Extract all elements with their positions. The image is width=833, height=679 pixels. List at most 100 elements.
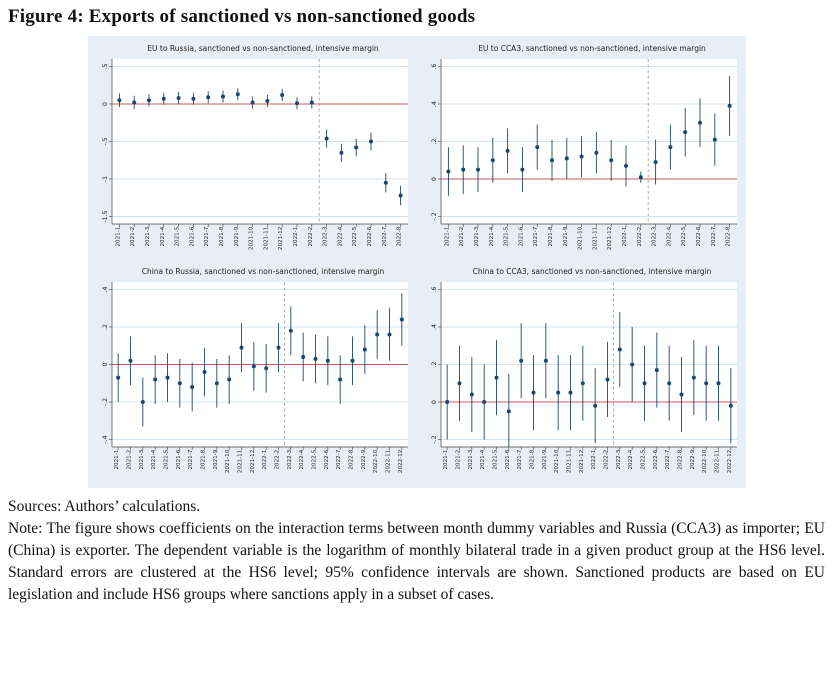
svg-text:2021-10: 2021-10 <box>577 226 583 250</box>
svg-text:2022-6: 2022-6 <box>323 449 329 469</box>
svg-text:2021-5: 2021-5 <box>174 226 180 246</box>
svg-text:2022-3: 2022-3 <box>286 449 292 469</box>
svg-text:2021-9: 2021-9 <box>212 449 218 469</box>
note-paragraph: Note: The figure shows coefficients on t… <box>8 520 825 603</box>
svg-text:2022-4: 2022-4 <box>628 449 634 469</box>
svg-text:.2: .2 <box>431 138 438 144</box>
svg-text:2021-5: 2021-5 <box>163 449 169 469</box>
svg-text:2022-1: 2022-1 <box>293 226 299 246</box>
svg-text:2021-8: 2021-8 <box>200 449 206 469</box>
svg-text:0: 0 <box>431 177 438 181</box>
figure-title: Figure 4: Exports of sanctioned vs non-s… <box>8 6 476 27</box>
svg-text:2022-8: 2022-8 <box>396 226 402 246</box>
panel-china-russia: China to Russia, sanctioned vs non-sanct… <box>88 262 417 485</box>
svg-text:2022-2: 2022-2 <box>636 227 642 247</box>
svg-text:2021-7: 2021-7 <box>533 226 539 246</box>
svg-text:0: 0 <box>431 400 438 404</box>
svg-text:2021-8: 2021-8 <box>219 226 225 246</box>
svg-text:2021-9: 2021-9 <box>541 449 547 469</box>
svg-text:2021-2: 2021-2 <box>126 450 132 470</box>
svg-text:-1.5: -1.5 <box>102 210 109 222</box>
svg-text:.5: .5 <box>102 63 109 69</box>
svg-text:.2: .2 <box>431 361 438 367</box>
svg-text:2021-1: 2021-1 <box>444 226 450 246</box>
svg-text:2022-6: 2022-6 <box>696 226 702 246</box>
svg-text:2021-10: 2021-10 <box>554 449 560 473</box>
svg-text:2022-9: 2022-9 <box>689 449 695 469</box>
svg-text:2021-2: 2021-2 <box>455 450 461 470</box>
svg-text:2021-3: 2021-3 <box>467 449 473 469</box>
svg-text:2021-4: 2021-4 <box>480 449 486 469</box>
svg-text:2022-5: 2022-5 <box>640 449 646 469</box>
svg-text:.6: .6 <box>431 286 438 292</box>
panel-china-cca3: China to CCA3, sanctioned vs non-sanctio… <box>417 262 746 485</box>
svg-text:-1: -1 <box>102 176 109 182</box>
svg-text:2021-3: 2021-3 <box>474 226 480 246</box>
svg-text:2022-8: 2022-8 <box>725 226 731 246</box>
svg-text:2022-12: 2022-12 <box>397 450 403 473</box>
svg-text:.2: .2 <box>102 324 109 330</box>
svg-text:2021-7: 2021-7 <box>517 449 523 469</box>
svg-text:2022-3: 2022-3 <box>651 226 657 246</box>
svg-text:2022-4: 2022-4 <box>299 449 305 469</box>
panel-title-eu-cca3: EU to CCA3, sanctioned vs non-sanctioned… <box>478 44 706 53</box>
svg-text:0: 0 <box>102 362 109 366</box>
svg-text:-.2: -.2 <box>102 398 109 406</box>
svg-text:2022-3: 2022-3 <box>615 449 621 469</box>
figure-4-panel-grid: EU to Russia, sanctioned vs non-sanction… <box>87 36 746 488</box>
svg-text:2021-11: 2021-11 <box>263 226 269 250</box>
svg-text:2021-11: 2021-11 <box>592 226 598 250</box>
svg-text:2022-9: 2022-9 <box>360 449 366 469</box>
svg-text:2021-6: 2021-6 <box>175 449 181 469</box>
svg-text:2022-8: 2022-8 <box>677 449 683 469</box>
coefficient-plot-eu-russia: .5 0 -.5 -1 -1.5 2021-1 2021-2 2021-3 2021-4 2021… <box>102 59 408 250</box>
svg-text:2022-1: 2022-1 <box>262 449 268 469</box>
svg-text:2021-2: 2021-2 <box>130 227 136 247</box>
panel-title-china-cca3: China to CCA3, sanctioned vs non-sanctio… <box>472 267 712 276</box>
svg-text:2021-1: 2021-1 <box>115 226 121 246</box>
svg-text:2021-7: 2021-7 <box>188 449 194 469</box>
svg-text:2022-2: 2022-2 <box>603 450 609 470</box>
svg-text:2021-12: 2021-12 <box>278 227 284 250</box>
svg-text:2021-12: 2021-12 <box>249 450 255 473</box>
svg-text:2022-2: 2022-2 <box>274 450 280 470</box>
svg-text:2021-4: 2021-4 <box>151 449 157 469</box>
svg-text:2022-11: 2022-11 <box>714 449 720 473</box>
svg-text:-.2: -.2 <box>431 212 438 220</box>
svg-text:2022-6: 2022-6 <box>367 226 373 246</box>
svg-text:2022-4: 2022-4 <box>337 226 343 246</box>
panel-eu-cca3: EU to CCA3, sanctioned vs non-sanctioned… <box>417 39 746 262</box>
svg-text:2021-6: 2021-6 <box>518 226 524 246</box>
svg-text:2021-3: 2021-3 <box>145 226 151 246</box>
svg-text:0: 0 <box>102 102 109 106</box>
svg-text:2021-10: 2021-10 <box>225 449 231 473</box>
svg-text:2022-6: 2022-6 <box>652 449 658 469</box>
svg-text:.4: .4 <box>431 101 438 107</box>
svg-text:2022-7: 2022-7 <box>665 449 671 469</box>
svg-text:2022-10: 2022-10 <box>702 449 708 473</box>
svg-text:2022-3: 2022-3 <box>322 226 328 246</box>
svg-text:2022-5: 2022-5 <box>681 226 687 246</box>
svg-text:2021-2: 2021-2 <box>459 227 465 247</box>
svg-text:2022-7: 2022-7 <box>381 226 387 246</box>
svg-text:2021-9: 2021-9 <box>233 226 239 246</box>
svg-text:2021-5: 2021-5 <box>492 449 498 469</box>
svg-text:-.2: -.2 <box>431 435 438 443</box>
svg-text:2022-5: 2022-5 <box>311 449 317 469</box>
panel-title-eu-russia: EU to Russia, sanctioned vs non-sanction… <box>147 44 379 53</box>
svg-text:2022-2: 2022-2 <box>307 227 313 247</box>
panel-title-china-russia: China to Russia, sanctioned vs non-sanct… <box>141 267 385 276</box>
svg-text:2022-7: 2022-7 <box>336 449 342 469</box>
svg-text:2021-8: 2021-8 <box>548 226 554 246</box>
coefficient-plot-eu-cca3: .6 .4 .2 0 -.2 2021-1 2021-2 2021-3 2021-4 2021-5… <box>431 59 737 250</box>
svg-text:2021-6: 2021-6 <box>189 226 195 246</box>
svg-text:2022-10: 2022-10 <box>373 449 379 473</box>
svg-text:2022-8: 2022-8 <box>348 449 354 469</box>
sources-line: Sources: Authors’ calculations. <box>8 498 201 515</box>
svg-text:2021-12: 2021-12 <box>607 227 613 250</box>
svg-text:2021-10: 2021-10 <box>248 226 254 250</box>
svg-text:2021-3: 2021-3 <box>138 449 144 469</box>
svg-text:-.4: -.4 <box>102 435 109 443</box>
svg-text:2022-5: 2022-5 <box>352 226 358 246</box>
